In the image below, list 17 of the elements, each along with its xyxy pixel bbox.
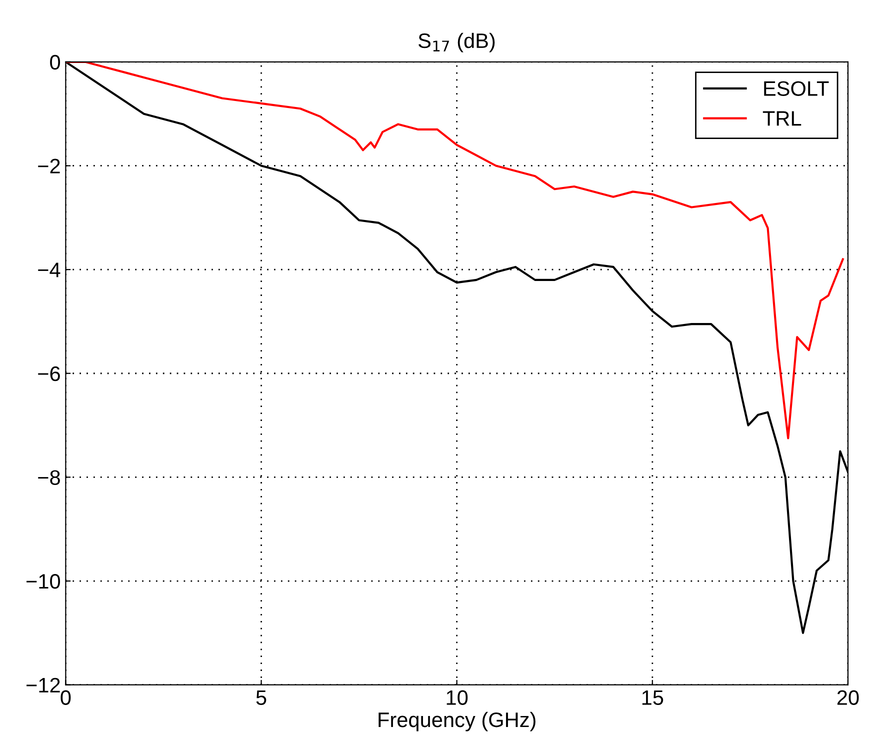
y-tick-label: −6 [38,366,60,382]
x-tick-label: 5 [256,690,266,705]
y-tick-label: −8 [38,470,60,485]
x-tick-label: 20 [837,690,859,705]
chart-title: S$_{17}$ (dB) [418,32,495,52]
x-tick-label: 10 [446,690,468,705]
x-tick-label: 15 [642,690,664,705]
y-tick-label: −4 [38,262,60,278]
x-tick-label: 0 [60,690,71,705]
y-tick-label: −10 [26,574,60,589]
line-series [66,62,844,440]
legend-label: TRL [762,111,802,126]
y-tick-label: −2 [38,158,60,174]
x-axis-title: Frequency (GHz) [378,712,536,732]
y-tick-label: 0 [50,54,60,70]
y-tick-label: −12 [26,678,60,692]
legend-label: ESOLT [764,81,829,96]
